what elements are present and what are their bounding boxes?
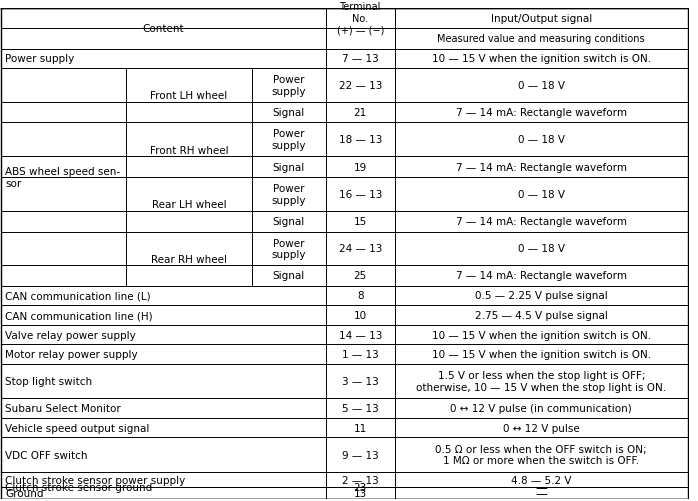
Text: 10: 10: [354, 311, 366, 320]
Text: —: —: [535, 481, 547, 494]
Text: 0 — 18 V: 0 — 18 V: [518, 190, 565, 200]
Text: Clutch stroke sensor power supply: Clutch stroke sensor power supply: [5, 474, 185, 484]
Text: VDC OFF switch: VDC OFF switch: [5, 450, 87, 459]
Text: Content: Content: [142, 24, 184, 34]
Text: 10 — 15 V when the ignition switch is ON.: 10 — 15 V when the ignition switch is ON…: [431, 330, 651, 340]
Text: 4.8 — 5.2 V: 4.8 — 5.2 V: [511, 474, 572, 484]
Text: CAN communication line (L): CAN communication line (L): [5, 291, 151, 301]
Text: 18 — 13: 18 — 13: [339, 135, 382, 145]
Text: Stop light switch: Stop light switch: [5, 376, 92, 386]
Text: Subaru Select Monitor: Subaru Select Monitor: [5, 403, 121, 413]
Text: Vehicle speed output signal: Vehicle speed output signal: [5, 423, 149, 433]
Text: 15: 15: [354, 217, 367, 227]
Text: 25: 25: [354, 271, 367, 281]
Text: Motor relay power supply: Motor relay power supply: [5, 350, 138, 359]
Text: 2.75 — 4.5 V pulse signal: 2.75 — 4.5 V pulse signal: [475, 311, 608, 320]
Text: Ground: Ground: [5, 488, 43, 498]
Text: 10 — 15 V when the ignition switch is ON.: 10 — 15 V when the ignition switch is ON…: [431, 350, 651, 359]
Text: 0.5 Ω or less when the OFF switch is ON;
1 MΩ or more when the switch is OFF.: 0.5 Ω or less when the OFF switch is ON;…: [436, 444, 647, 465]
Text: Signal: Signal: [272, 217, 305, 227]
Text: Front LH wheel: Front LH wheel: [150, 91, 228, 101]
Text: 22 — 13: 22 — 13: [339, 81, 382, 91]
Text: Signal: Signal: [272, 271, 305, 281]
Text: Signal: Signal: [272, 108, 305, 118]
Text: 16 — 13: 16 — 13: [339, 190, 382, 200]
Text: Input/Output signal: Input/Output signal: [491, 14, 592, 24]
Text: 13: 13: [354, 488, 367, 498]
Text: 1.5 V or less when the stop light is OFF;
otherwise, 10 — 15 V when the stop lig: 1.5 V or less when the stop light is OFF…: [416, 371, 667, 392]
Text: CAN communication line (H): CAN communication line (H): [5, 311, 153, 320]
Text: Rear RH wheel: Rear RH wheel: [151, 254, 227, 264]
Text: 1 — 13: 1 — 13: [342, 350, 378, 359]
Text: 21: 21: [354, 108, 367, 118]
Text: Measured value and measuring conditions: Measured value and measuring conditions: [438, 34, 645, 44]
Text: 19: 19: [354, 162, 367, 172]
Text: 24 — 13: 24 — 13: [339, 244, 382, 254]
Text: 0.5 — 2.25 V pulse signal: 0.5 — 2.25 V pulse signal: [475, 291, 608, 301]
Text: Signal: Signal: [272, 162, 305, 172]
Text: 8: 8: [357, 291, 364, 301]
Text: 9 — 13: 9 — 13: [342, 450, 378, 459]
Text: Power
supply: Power supply: [272, 238, 306, 260]
Text: 0 ↔ 12 V pulse (in communication): 0 ↔ 12 V pulse (in communication): [450, 403, 632, 413]
Text: Power
supply: Power supply: [272, 75, 306, 97]
Text: ABS wheel speed sen-
sor: ABS wheel speed sen- sor: [5, 167, 120, 188]
Text: 23: 23: [354, 482, 367, 492]
Text: 7 — 14 mA: Rectangle waveform: 7 — 14 mA: Rectangle waveform: [456, 271, 627, 281]
Text: 14 — 13: 14 — 13: [339, 330, 382, 340]
Text: Front RH wheel: Front RH wheel: [149, 145, 228, 155]
Text: Clutch stroke sensor ground: Clutch stroke sensor ground: [5, 482, 152, 492]
Text: Power supply: Power supply: [5, 54, 74, 64]
Text: 0 ↔ 12 V pulse: 0 ↔ 12 V pulse: [503, 423, 579, 433]
Text: 0 — 18 V: 0 — 18 V: [518, 244, 565, 254]
Text: 2 — 13: 2 — 13: [342, 474, 378, 484]
Text: 0 — 18 V: 0 — 18 V: [518, 81, 565, 91]
Text: 5 — 13: 5 — 13: [342, 403, 378, 413]
Text: 7 — 14 mA: Rectangle waveform: 7 — 14 mA: Rectangle waveform: [456, 217, 627, 227]
Text: Rear LH wheel: Rear LH wheel: [151, 200, 226, 210]
Text: 3 — 13: 3 — 13: [342, 376, 378, 386]
Text: 7 — 13: 7 — 13: [342, 54, 378, 64]
Text: 11: 11: [354, 423, 367, 433]
Text: 0 — 18 V: 0 — 18 V: [518, 135, 565, 145]
Text: 7 — 14 mA: Rectangle waveform: 7 — 14 mA: Rectangle waveform: [456, 108, 627, 118]
Text: Power
supply: Power supply: [272, 184, 306, 205]
Text: —: —: [535, 487, 547, 499]
Text: Power
supply: Power supply: [272, 129, 306, 151]
Text: Terminal
No.
(+) — (−): Terminal No. (+) — (−): [336, 2, 384, 36]
Text: Valve relay power supply: Valve relay power supply: [5, 330, 135, 340]
Text: 7 — 14 mA: Rectangle waveform: 7 — 14 mA: Rectangle waveform: [456, 162, 627, 172]
Text: 10 — 15 V when the ignition switch is ON.: 10 — 15 V when the ignition switch is ON…: [431, 54, 651, 64]
